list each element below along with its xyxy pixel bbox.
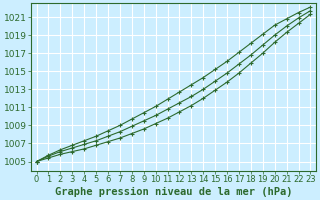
X-axis label: Graphe pression niveau de la mer (hPa): Graphe pression niveau de la mer (hPa) [55, 186, 292, 197]
